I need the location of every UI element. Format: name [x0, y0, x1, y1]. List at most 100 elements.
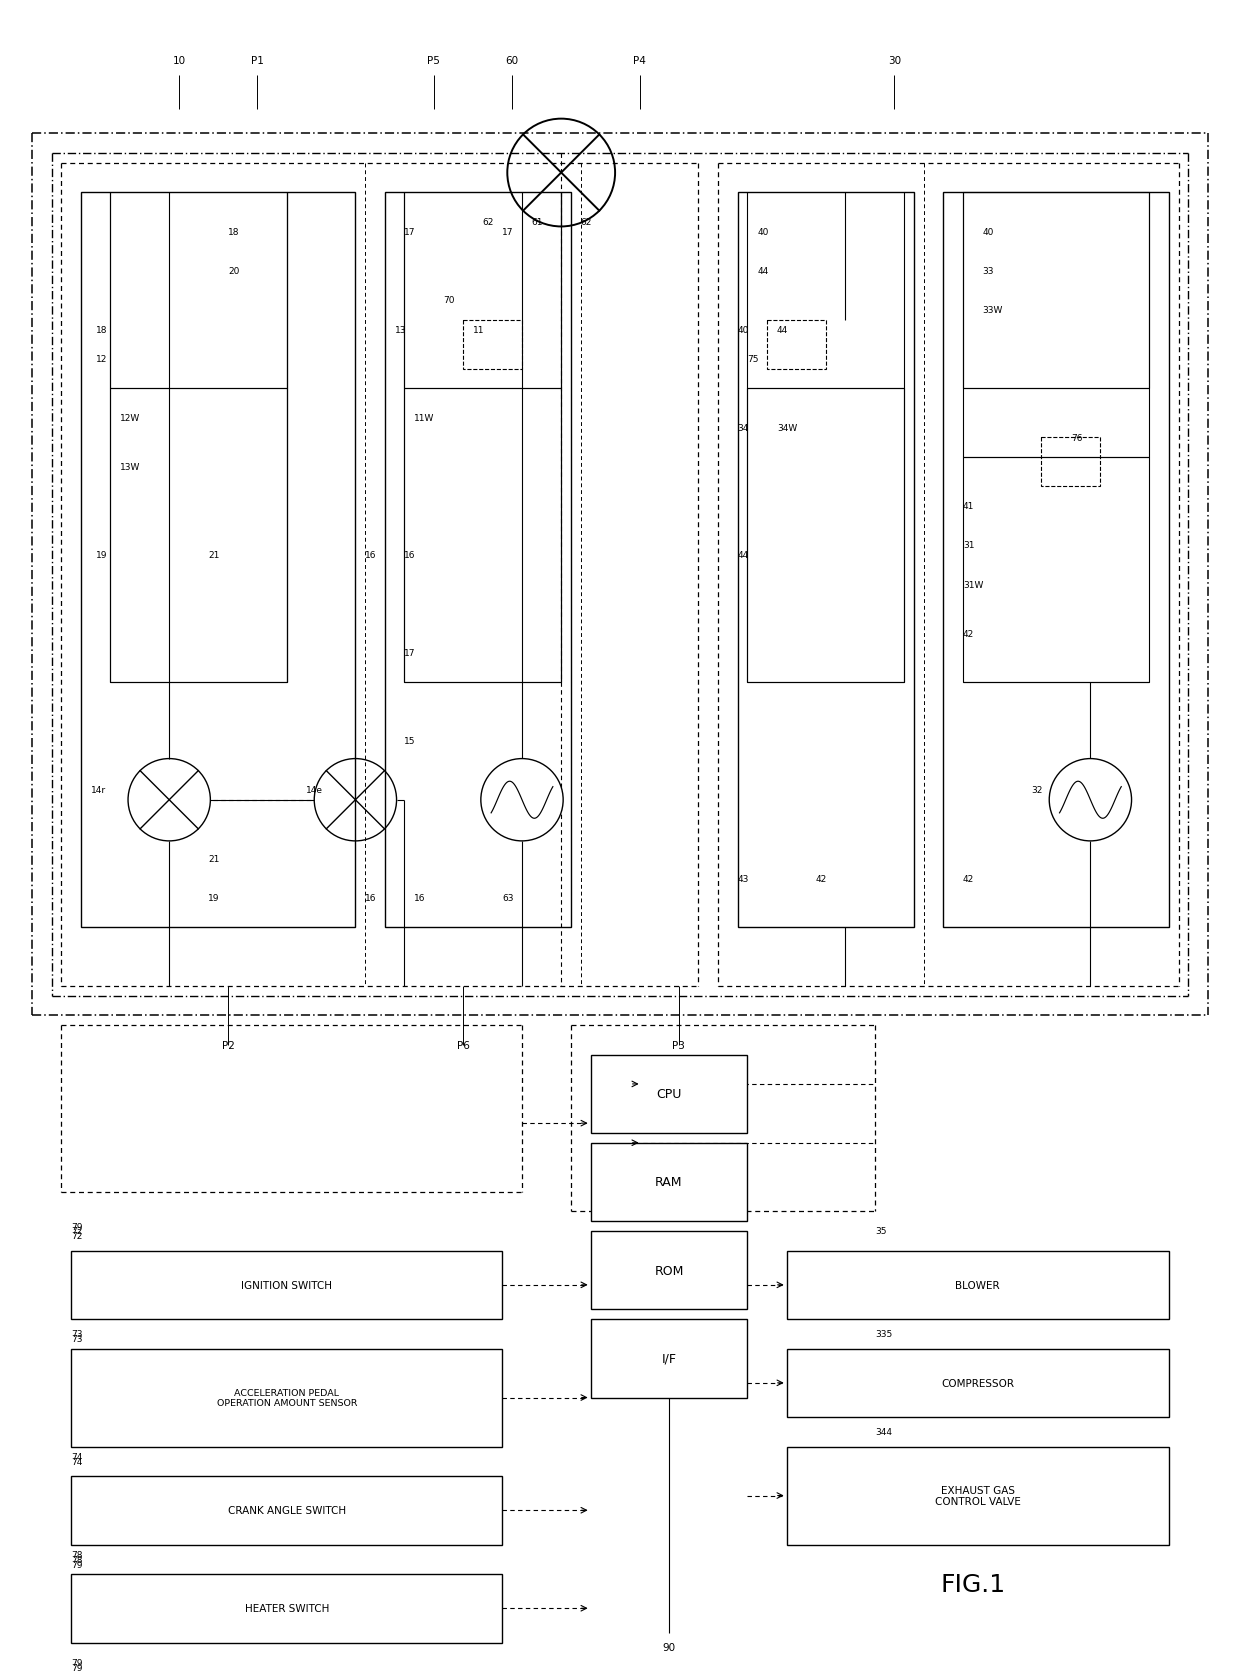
Bar: [384, 192, 570, 927]
Text: 41: 41: [963, 502, 975, 510]
Text: 11: 11: [472, 326, 485, 335]
Text: IGNITION SWITCH: IGNITION SWITCH: [242, 1280, 332, 1290]
Text: 34: 34: [738, 423, 749, 433]
Text: 14e: 14e: [306, 786, 324, 795]
Text: 17: 17: [502, 228, 513, 236]
Text: 40: 40: [738, 326, 749, 335]
Text: 344: 344: [874, 1427, 892, 1437]
Text: BLOWER: BLOWER: [955, 1280, 999, 1290]
Text: 72: 72: [71, 1226, 83, 1236]
Text: 79: 79: [71, 1559, 83, 1569]
Bar: [110, 388, 286, 683]
Text: 13: 13: [394, 326, 407, 335]
Text: 18: 18: [95, 326, 107, 335]
Bar: [786, 1251, 1169, 1320]
Text: ACCELERATION PEDAL
OPERATION AMOUNT SENSOR: ACCELERATION PEDAL OPERATION AMOUNT SENS…: [217, 1389, 357, 1407]
Text: HEATER SWITCH: HEATER SWITCH: [244, 1603, 329, 1613]
Text: P2: P2: [222, 1041, 234, 1051]
Bar: [404, 388, 562, 683]
Text: 72: 72: [71, 1231, 83, 1241]
Text: 44: 44: [776, 326, 789, 335]
Circle shape: [1049, 760, 1132, 842]
Text: 43: 43: [738, 873, 749, 883]
Text: 16: 16: [404, 550, 415, 560]
Bar: [71, 1663, 502, 1673]
Text: 79: 79: [71, 1663, 83, 1671]
Bar: [944, 192, 1169, 927]
Bar: [786, 1447, 1169, 1544]
Text: 62: 62: [482, 217, 495, 228]
Bar: [590, 1143, 748, 1221]
Bar: [590, 1231, 748, 1310]
Text: P6: P6: [456, 1041, 470, 1051]
Text: P4: P4: [634, 55, 646, 65]
Text: I/F: I/F: [661, 1352, 677, 1365]
Text: 75: 75: [748, 355, 759, 365]
Bar: [71, 1574, 502, 1643]
Bar: [768, 320, 826, 370]
Text: 42: 42: [963, 873, 975, 883]
Text: 21: 21: [208, 855, 219, 863]
Text: 12: 12: [95, 355, 107, 365]
Text: EXHAUST GAS
CONTROL VALVE: EXHAUST GAS CONTROL VALVE: [935, 1486, 1021, 1506]
Text: 34W: 34W: [776, 423, 797, 433]
Text: 33W: 33W: [982, 306, 1003, 315]
Text: 17: 17: [404, 649, 415, 657]
Text: 14r: 14r: [91, 786, 105, 795]
Text: 44: 44: [758, 268, 769, 276]
Text: 74: 74: [71, 1452, 83, 1461]
Bar: [963, 192, 1149, 388]
Text: 17: 17: [404, 228, 415, 236]
Text: 19: 19: [208, 893, 219, 903]
Text: 76: 76: [1071, 433, 1083, 442]
Text: CRANK ANGLE SWITCH: CRANK ANGLE SWITCH: [228, 1506, 346, 1516]
Text: 31W: 31W: [963, 581, 983, 589]
Bar: [963, 457, 1149, 683]
Bar: [1042, 438, 1100, 487]
Text: 35: 35: [874, 1226, 887, 1236]
Text: 12W: 12W: [120, 413, 140, 423]
Text: 44: 44: [738, 550, 749, 560]
Text: 63: 63: [502, 893, 513, 903]
Text: 40: 40: [758, 228, 769, 236]
Text: 74: 74: [71, 1457, 83, 1466]
Text: 73: 73: [71, 1335, 83, 1343]
Text: 10: 10: [172, 55, 186, 65]
Text: 31: 31: [963, 540, 975, 550]
Text: 70: 70: [444, 296, 455, 304]
Text: 20: 20: [228, 268, 239, 276]
Text: FIG.1: FIG.1: [940, 1573, 1006, 1596]
Text: 335: 335: [874, 1330, 892, 1338]
Text: P1: P1: [250, 55, 264, 65]
Text: 79: 79: [71, 1658, 83, 1666]
Text: P5: P5: [428, 55, 440, 65]
Text: 16: 16: [366, 893, 377, 903]
Text: 32: 32: [1032, 786, 1043, 795]
Text: 19: 19: [95, 550, 107, 560]
Text: 78: 78: [71, 1549, 83, 1559]
Text: 30: 30: [888, 55, 901, 65]
Text: 79: 79: [71, 1221, 83, 1231]
Text: P3: P3: [672, 1041, 686, 1051]
Bar: [71, 1251, 502, 1320]
Text: 33: 33: [982, 268, 994, 276]
Bar: [590, 1320, 748, 1397]
Bar: [738, 192, 914, 927]
Bar: [71, 1476, 502, 1544]
Bar: [786, 1348, 1169, 1417]
Bar: [590, 1056, 748, 1133]
Bar: [464, 320, 522, 370]
Circle shape: [481, 760, 563, 842]
Bar: [71, 1348, 502, 1447]
Text: 21: 21: [208, 550, 219, 560]
Text: 78: 78: [71, 1554, 83, 1564]
Text: RAM: RAM: [655, 1176, 683, 1190]
Text: ROM: ROM: [655, 1263, 683, 1276]
Text: 90: 90: [662, 1643, 676, 1653]
Text: 42: 42: [963, 629, 975, 639]
Text: CPU: CPU: [656, 1087, 682, 1101]
Text: 61: 61: [532, 217, 543, 228]
Bar: [81, 192, 356, 927]
Text: 73: 73: [71, 1330, 83, 1338]
Text: 15: 15: [404, 738, 415, 746]
